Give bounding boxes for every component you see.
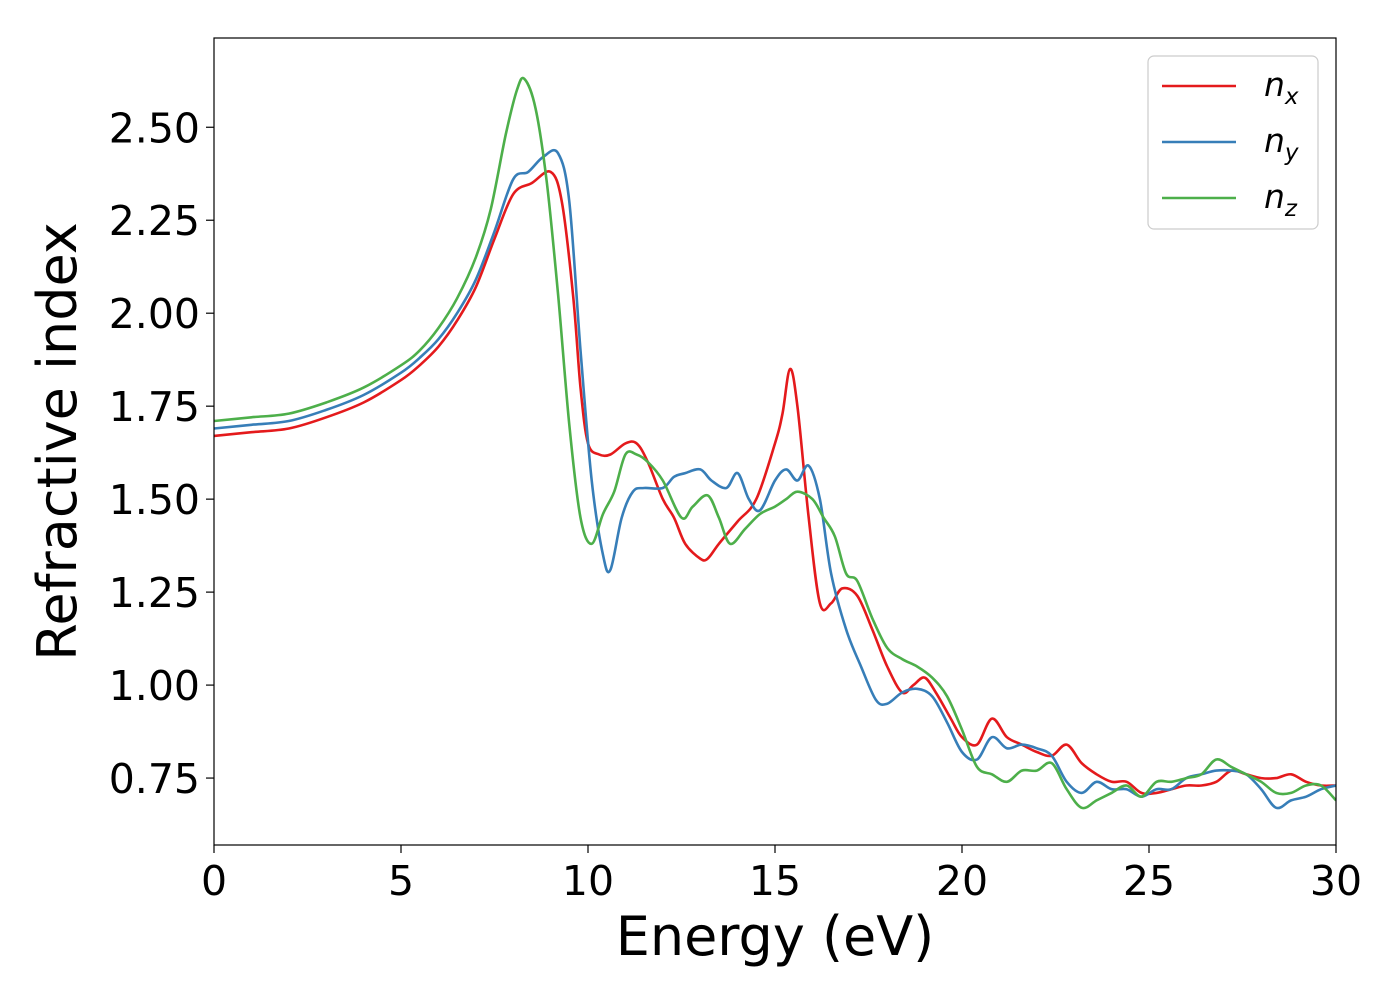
x-tick-label: 5 — [388, 857, 414, 905]
series-line-nz — [214, 76, 1336, 810]
series-line-nx — [214, 170, 1336, 796]
y-tick-label: 0.75 — [109, 755, 200, 803]
series-line-ny — [214, 148, 1336, 810]
y-axis: 0.75 1.00 1.25 1.50 1.75 2.00 2.25 2.50 — [109, 104, 214, 803]
x-tick-label: 0 — [201, 857, 227, 905]
y-tick-label: 1.25 — [109, 569, 200, 617]
legend: nx ny nz — [1147, 55, 1319, 230]
legend-label-nz: nz — [1264, 177, 1298, 222]
y-tick-label: 1.75 — [109, 383, 200, 431]
legend-label-nx: nx — [1264, 65, 1299, 110]
x-axis: 0 5 10 15 20 25 30 — [201, 845, 1362, 905]
x-tick-label: 25 — [1123, 857, 1175, 905]
x-tick-label: 15 — [749, 857, 801, 905]
y-axis-title: Refractive index — [26, 222, 89, 661]
x-tick-label: 30 — [1310, 857, 1362, 905]
y-tick-label: 2.25 — [109, 197, 200, 245]
y-tick-label: 1.50 — [109, 476, 200, 524]
x-axis-title: Energy (eV) — [616, 905, 935, 968]
legend-label-ny: ny — [1264, 121, 1299, 166]
y-tick-label: 2.00 — [109, 290, 200, 338]
plot-lines — [214, 76, 1336, 810]
x-tick-label: 20 — [936, 857, 988, 905]
y-tick-label: 2.50 — [109, 104, 200, 152]
x-tick-label: 10 — [562, 857, 614, 905]
y-tick-label: 1.00 — [109, 662, 200, 710]
